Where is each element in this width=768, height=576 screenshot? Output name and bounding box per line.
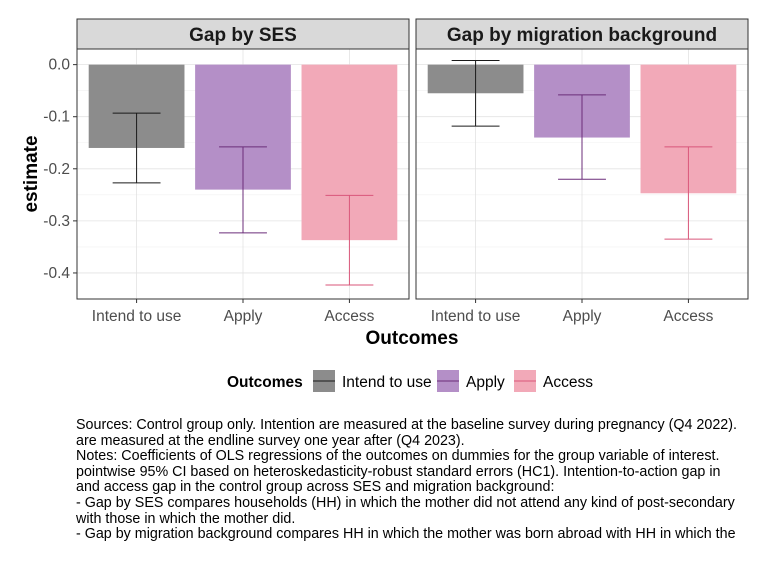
x-tick-label: Apply — [224, 308, 263, 325]
y-tick-label: -0.1 — [43, 109, 70, 126]
legend-title: Outcomes — [227, 374, 303, 391]
notes-line: Sources: Control group only. Intention a… — [76, 418, 737, 433]
chart-figure: Gap by SES Intend to use Apply Access Gap by… — [21, 18, 749, 392]
notes-line: - Gap by migration background compares H… — [76, 526, 736, 543]
x-axis-title: Outcomes — [366, 328, 459, 349]
x-tick-label: Access — [324, 308, 374, 325]
legend-label: Intend to use — [342, 374, 432, 391]
x-tick-label: Intend to use — [431, 308, 521, 325]
facet-strip — [415, 18, 749, 50]
facet-title: Gap by SES — [189, 25, 297, 46]
notes-line: are measured at the endline survey one y… — [76, 432, 465, 449]
x-tick-label: Access — [663, 308, 713, 325]
notes-line: pointwise 95% CI based on heteroskedasti… — [76, 463, 721, 480]
facet-title: Gap by migration background — [447, 25, 717, 46]
notes-line: with those in which the mother did. — [76, 510, 296, 527]
x-tick-label: Apply — [563, 308, 602, 325]
notes-line: and access gap in the control group acro… — [76, 479, 555, 496]
y-tick-label: 0.0 — [48, 57, 70, 74]
legend-label: Apply — [466, 374, 505, 391]
notes-line: Notes: Coefficients of OLS regressions o… — [76, 448, 720, 465]
notes-line: - Gap by SES compares households (HH) in… — [76, 494, 735, 511]
y-tick-label: -0.2 — [43, 161, 70, 178]
y-tick-label: -0.3 — [43, 213, 70, 230]
facet-strip — [76, 18, 410, 50]
y-tick-label: -0.4 — [43, 265, 70, 282]
figure-notes: Sources: Control group only. Intention a… — [76, 418, 768, 543]
y-axis-title: estimate — [21, 135, 42, 212]
x-tick-label: Intend to use — [92, 308, 182, 325]
legend-label: Access — [543, 374, 593, 391]
